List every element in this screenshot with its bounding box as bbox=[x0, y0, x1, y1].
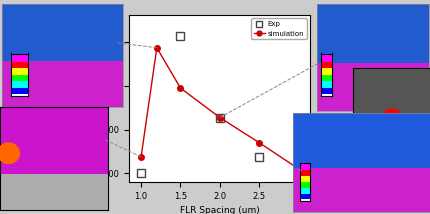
Circle shape bbox=[380, 109, 403, 134]
Bar bbox=[0, 174, 108, 210]
Bar bbox=[299, 176, 310, 182]
Legend: Exp, simulation: Exp, simulation bbox=[251, 18, 306, 39]
Bar bbox=[11, 55, 28, 62]
Bar bbox=[11, 81, 28, 88]
simulation bbox=[295, 168, 301, 170]
Bar bbox=[299, 194, 310, 199]
Bar bbox=[2, 61, 123, 107]
Bar bbox=[299, 170, 310, 176]
Bar bbox=[320, 55, 331, 62]
X-axis label: FLR Spacing (um): FLR Spacing (um) bbox=[179, 206, 259, 214]
Circle shape bbox=[0, 143, 19, 163]
simulation bbox=[178, 87, 183, 89]
Bar bbox=[316, 4, 428, 63]
Exp bbox=[178, 34, 183, 37]
Bar bbox=[2, 4, 123, 61]
simulation bbox=[138, 156, 143, 158]
Bar bbox=[0, 107, 108, 174]
Bar bbox=[316, 63, 428, 111]
simulation bbox=[256, 141, 261, 144]
Bar bbox=[299, 164, 310, 170]
Bar bbox=[11, 68, 28, 75]
Y-axis label: Blocking Voltage (V): Blocking Voltage (V) bbox=[84, 53, 93, 144]
Bar bbox=[320, 68, 331, 75]
Exp bbox=[256, 156, 261, 158]
Bar bbox=[292, 168, 430, 212]
Bar bbox=[299, 182, 310, 188]
Line: Exp: Exp bbox=[137, 31, 302, 177]
Bar bbox=[320, 62, 331, 68]
simulation bbox=[217, 116, 222, 119]
Bar bbox=[11, 88, 28, 94]
Exp bbox=[295, 166, 301, 168]
Bar bbox=[11, 62, 28, 68]
Bar bbox=[320, 81, 331, 88]
Bar bbox=[292, 113, 430, 168]
Exp bbox=[217, 116, 222, 119]
Bar bbox=[299, 188, 310, 194]
Exp bbox=[138, 172, 143, 174]
Line: simulation: simulation bbox=[138, 45, 301, 172]
Bar bbox=[11, 75, 28, 81]
simulation bbox=[154, 46, 159, 49]
Bar bbox=[320, 88, 331, 94]
Bar bbox=[320, 75, 331, 81]
